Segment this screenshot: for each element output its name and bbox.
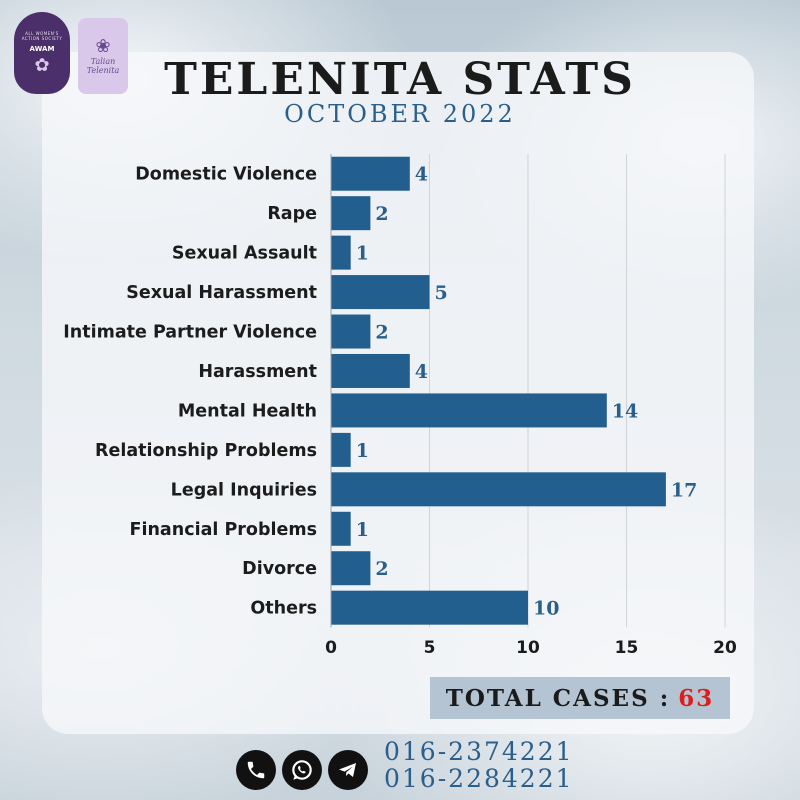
x-tick-label: 20 bbox=[713, 638, 737, 658]
phone-icon[interactable] bbox=[236, 750, 276, 790]
contact-icons bbox=[236, 750, 368, 790]
x-tick-label: 15 bbox=[615, 638, 639, 658]
awam-ring-text: ALL WOMEN'S ACTION SOCIETY bbox=[21, 31, 63, 41]
x-tick-label: 10 bbox=[516, 638, 540, 658]
telenita-logo: ❀ Talian Telenita bbox=[78, 18, 128, 94]
page-title: TELENITA STATS bbox=[164, 54, 636, 105]
category-label: Sexual Harassment bbox=[126, 283, 317, 303]
total-cases-label: TOTAL CASES : bbox=[445, 684, 671, 712]
category-label: Sexual Assault bbox=[172, 244, 317, 264]
phone-number-1[interactable]: 016-2374221 bbox=[384, 737, 574, 766]
category-label: Intimate Partner Violence bbox=[63, 323, 317, 343]
awam-logo: ALL WOMEN'S ACTION SOCIETY AWAM ✿ bbox=[14, 12, 70, 94]
telegram-icon[interactable] bbox=[328, 750, 368, 790]
telenita-logo-text: Talian Telenita bbox=[86, 57, 120, 75]
value-label: 2 bbox=[375, 558, 388, 580]
value-label: 17 bbox=[671, 479, 697, 501]
category-label: Financial Problems bbox=[130, 520, 317, 540]
total-cases-value: 63 bbox=[678, 684, 715, 712]
x-tick-label: 0 bbox=[325, 638, 337, 658]
bar bbox=[331, 511, 351, 546]
awam-mark: AWAM bbox=[29, 45, 55, 53]
value-label: 2 bbox=[375, 322, 388, 344]
flower-icon: ✿ bbox=[34, 55, 50, 76]
category-label: Others bbox=[250, 599, 317, 619]
category-label: Divorce bbox=[242, 559, 317, 579]
category-label: Legal Inquiries bbox=[171, 480, 317, 500]
value-label: 10 bbox=[533, 598, 559, 620]
bar bbox=[331, 432, 351, 467]
bar bbox=[331, 590, 528, 625]
value-label: 1 bbox=[356, 519, 369, 541]
bar bbox=[331, 353, 410, 388]
value-label: 4 bbox=[415, 361, 428, 383]
page-subtitle: OCTOBER 2022 bbox=[284, 100, 516, 128]
bar bbox=[331, 314, 371, 349]
total-cases-box: TOTAL CASES : 63 bbox=[430, 677, 730, 719]
value-label: 2 bbox=[375, 203, 388, 225]
lotus-icon: ❀ bbox=[95, 36, 111, 57]
value-label: 1 bbox=[356, 243, 369, 265]
value-label: 1 bbox=[356, 440, 369, 462]
x-tick-label: 5 bbox=[424, 638, 436, 658]
bar bbox=[331, 472, 666, 507]
phone-number-2[interactable]: 016-2284221 bbox=[384, 764, 574, 793]
category-label: Relationship Problems bbox=[95, 441, 317, 461]
category-label: Mental Health bbox=[178, 401, 317, 421]
bar bbox=[331, 275, 430, 310]
bar bbox=[331, 156, 410, 191]
category-label: Harassment bbox=[198, 362, 317, 382]
value-label: 4 bbox=[415, 164, 428, 186]
category-label: Domestic Violence bbox=[135, 165, 317, 185]
bar bbox=[331, 551, 371, 586]
bar bbox=[331, 393, 607, 428]
whatsapp-icon[interactable] bbox=[282, 750, 322, 790]
category-label: Rape bbox=[267, 204, 317, 224]
bar bbox=[331, 235, 351, 270]
value-label: 14 bbox=[612, 400, 638, 422]
phone-numbers: 016-2374221 016-2284221 bbox=[384, 738, 574, 792]
value-label: 5 bbox=[435, 282, 448, 304]
bar bbox=[331, 196, 371, 231]
